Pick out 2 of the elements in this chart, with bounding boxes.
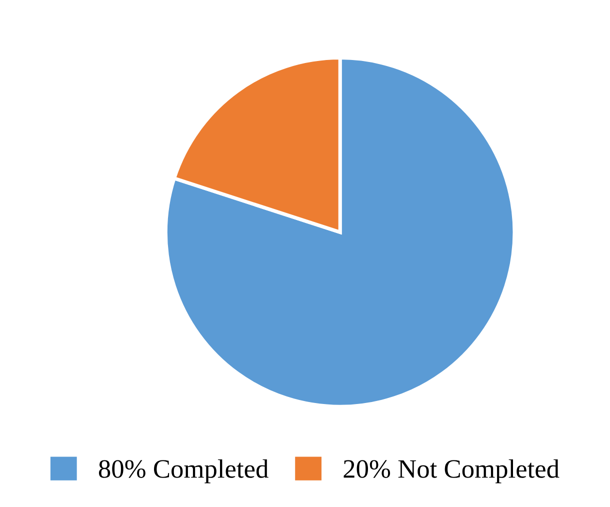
legend-label: 20% Not Completed [344,459,560,484]
legend-label: 80% Completed [98,459,268,484]
